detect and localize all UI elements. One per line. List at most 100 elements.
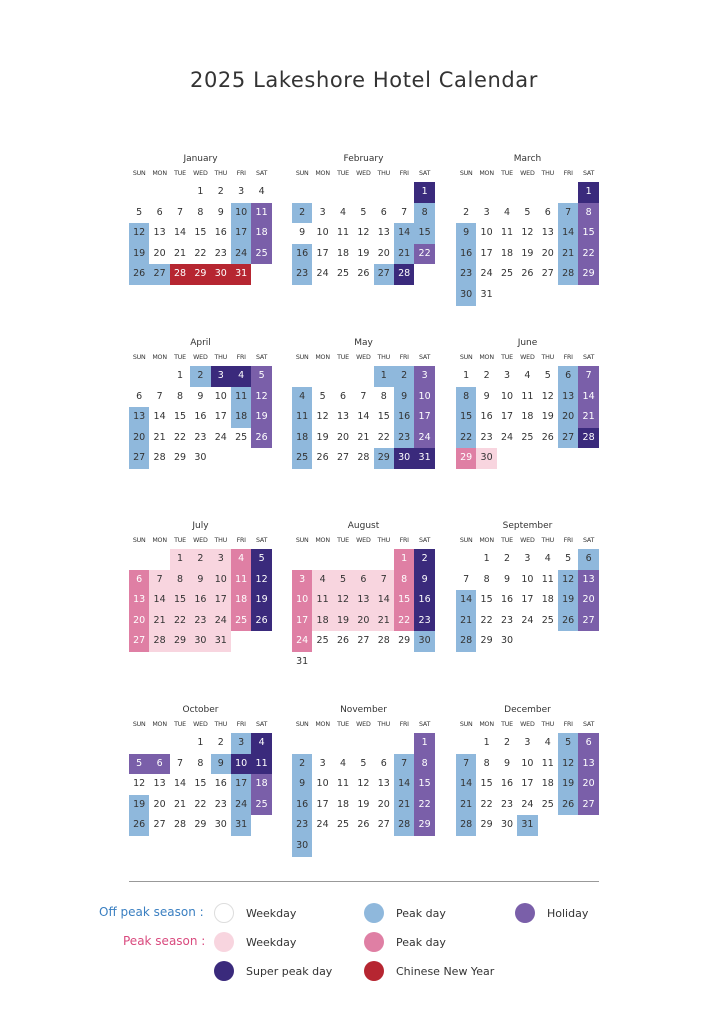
day-cell: 19 xyxy=(251,590,272,611)
day-cell: 12 xyxy=(558,569,579,591)
weekday-label: SUN xyxy=(132,537,146,544)
day-cell: 18 xyxy=(521,411,534,423)
day-cell: 13 xyxy=(578,569,599,591)
day-cell: 28 xyxy=(456,631,477,652)
day-cell: 17 xyxy=(316,247,329,259)
weekday-label: FRI xyxy=(563,537,573,544)
day-cell: 5 xyxy=(544,370,551,381)
day-cell: 8 xyxy=(197,757,204,769)
day-cell: 7 xyxy=(456,753,477,775)
day-cell: 31 xyxy=(517,815,538,836)
day-cell: 21 xyxy=(456,610,477,632)
day-cell: 12 xyxy=(332,590,354,611)
day-cell: 14 xyxy=(357,411,370,423)
day-cell: 9 xyxy=(456,223,477,244)
day-cell: 4 xyxy=(231,549,252,570)
day-cell: 26 xyxy=(558,610,579,632)
day-cell: 3 xyxy=(524,553,531,564)
day-grid: 1 2 3 4 5 6 7 8 9 10 11 12 13 14 15 16 17 18 19 20 21 22 23 24 2… xyxy=(292,366,435,492)
month-name: December xyxy=(504,705,551,715)
day-cell: 7 xyxy=(394,753,415,775)
day-cell: 16 xyxy=(500,778,514,790)
day-cell: 12 xyxy=(521,227,534,239)
off-peak-peak-day-swatch xyxy=(364,903,384,923)
day-cell: 25 xyxy=(500,268,514,280)
day-cell: 15 xyxy=(456,407,477,428)
day-cell: 8 xyxy=(176,390,184,402)
day-cell: 28 xyxy=(394,815,415,836)
weekday-label: WED xyxy=(356,537,371,544)
day-cell: 9 xyxy=(210,753,231,775)
day-cell: 15 xyxy=(414,774,435,795)
day-cell: 7 xyxy=(176,757,184,769)
day-cell: 11 xyxy=(251,202,272,224)
weekday-label: TUE xyxy=(174,721,186,728)
day-cell: 23 xyxy=(480,431,493,443)
day-cell: 13 xyxy=(336,411,350,423)
day-cell: 12 xyxy=(558,753,579,775)
day-cell: 11 xyxy=(500,227,514,239)
weekday-header: SUN MON TUE WED THU FRI SAT xyxy=(456,537,599,547)
weekday-label: MON xyxy=(315,354,330,361)
day-grid: 1 2 3 4 5 6 7 8 9 10 11 12 13 14 15 16 17 18 19 20 21 22 23 24 2… xyxy=(456,366,599,492)
weekday-label: MON xyxy=(152,354,167,361)
day-cell: 28 xyxy=(377,635,390,647)
month-august: August SUN MON TUE WED THU FRI SAT 1 2 3 4 5 6 7 8 9 10 11… xyxy=(292,519,435,667)
day-cell: 1 xyxy=(197,737,204,748)
day-cell: 14 xyxy=(456,774,477,795)
day-cell: 27 xyxy=(336,452,350,464)
day-cell: 26 xyxy=(357,819,370,831)
weekday-label: SAT xyxy=(418,354,431,361)
day-cell: 3 xyxy=(210,366,231,387)
day-cell: 4 xyxy=(251,733,272,754)
weekday-label: WED xyxy=(356,170,371,177)
day-cell: 21 xyxy=(578,407,599,428)
weekday-header: SUN MON TUE WED THU FRI SAT xyxy=(129,354,272,364)
day-cell: 22 xyxy=(173,431,187,443)
month-name: October xyxy=(182,705,219,715)
day-cell: 24 xyxy=(500,431,514,443)
day-cell: 17 xyxy=(292,610,313,632)
day-cell: 7 xyxy=(360,390,367,402)
day-cell: 3 xyxy=(210,549,231,570)
day-cell: 15 xyxy=(480,778,493,790)
day-cell: 6 xyxy=(353,569,374,591)
off-peak-weekday-label: Weekday xyxy=(246,907,297,920)
weekday-label: FRI xyxy=(236,170,246,177)
day-cell: 4 xyxy=(544,553,551,564)
day-grid: 1 2 3 4 5 6 7 8 9 10 11 12 13 14 15 16 17 18 19 20 21 22 23 24 2… xyxy=(456,733,599,859)
day-cell: 2 xyxy=(394,366,415,387)
month-july: July SUN MON TUE WED THU FRI SAT 1 2 3 4 5 6 7 8 9 10 11 12… xyxy=(129,519,272,652)
day-cell: 18 xyxy=(541,594,554,606)
day-cell: 7 xyxy=(373,569,394,591)
weekday-label: FRI xyxy=(399,537,409,544)
day-cell: 11 xyxy=(251,753,272,775)
day-cell: 12 xyxy=(357,227,370,239)
day-cell: 23 xyxy=(214,247,227,259)
day-cell: 6 xyxy=(129,569,150,591)
day-cell: 23 xyxy=(456,264,477,285)
day-cell: 25 xyxy=(541,798,554,810)
day-cell: 13 xyxy=(153,778,166,790)
day-cell: 24 xyxy=(521,798,534,810)
day-cell: 9 xyxy=(292,774,313,795)
weekday-label: WED xyxy=(193,537,208,544)
day-cell: 19 xyxy=(521,247,534,259)
day-cell: 31 xyxy=(231,264,252,285)
weekday-label: TUE xyxy=(501,537,513,544)
day-cell: 9 xyxy=(217,206,224,218)
weekday-label: TUE xyxy=(337,721,349,728)
day-cell: 1 xyxy=(578,182,599,203)
day-cell: 2 xyxy=(414,549,435,570)
weekday-label: FRI xyxy=(563,721,573,728)
day-cell: 25 xyxy=(231,610,252,632)
peak-weekday-swatch xyxy=(214,932,234,952)
day-cell: 12 xyxy=(129,223,150,244)
day-cell: 2 xyxy=(503,553,511,564)
day-cell: 31 xyxy=(414,448,435,469)
weekday-label: SAT xyxy=(582,354,595,361)
day-cell: 21 xyxy=(373,610,394,632)
day-cell: 15 xyxy=(414,223,435,244)
page-title: 2025 Lakeshore Hotel Calendar xyxy=(189,68,539,92)
day-cell: 8 xyxy=(394,569,415,591)
